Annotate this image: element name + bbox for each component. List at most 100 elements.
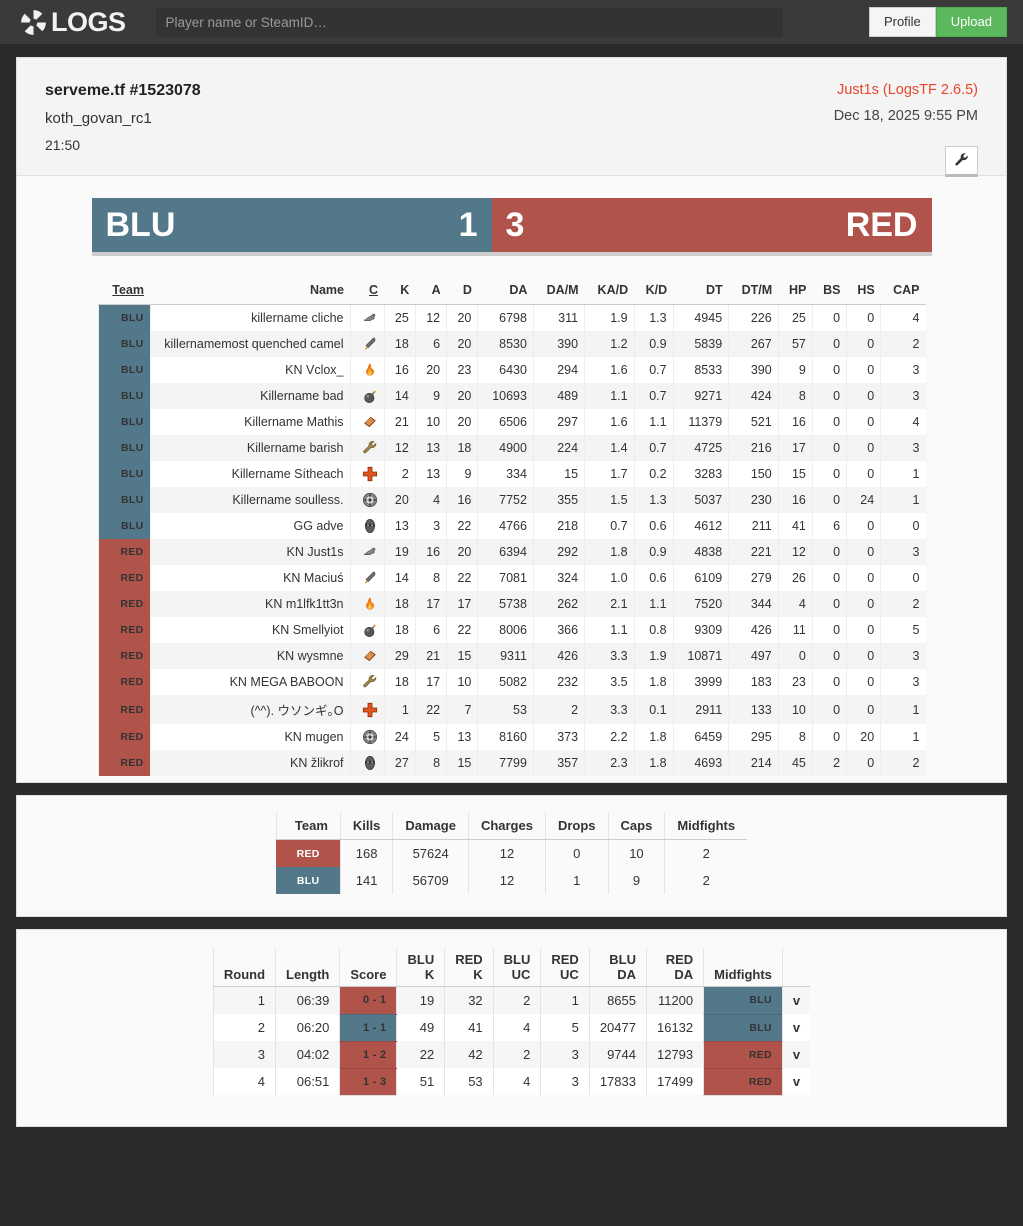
- totals-charges: 12: [467, 867, 546, 894]
- player-name[interactable]: (^^). ウソンギ｡O: [149, 695, 350, 724]
- player-name[interactable]: KN mugen: [149, 724, 350, 750]
- logs-brand-logo[interactable]: LOGS: [20, 8, 126, 36]
- col-header-a[interactable]: A: [415, 278, 447, 305]
- player-row[interactable]: RED KN žlikrof 27 8 15 7799 357 2.3 1.8 4693 214 45…: [97, 750, 926, 776]
- player-name[interactable]: KN Maciuś: [149, 565, 350, 591]
- player-backstabs: 0: [811, 591, 847, 617]
- player-caps: 1: [880, 461, 926, 487]
- col-header-name[interactable]: Name: [150, 278, 350, 305]
- rounds-col-blu-uc: BLU UC: [492, 948, 541, 987]
- col-header-k[interactable]: K: [384, 278, 416, 305]
- player-assists: 12: [414, 304, 447, 331]
- round-red-damage: 11200: [645, 986, 704, 1014]
- player-name[interactable]: Killername bad: [149, 383, 350, 409]
- col-header-team[interactable]: Team: [98, 278, 150, 305]
- col-header-cap[interactable]: CAP: [880, 278, 926, 305]
- player-row[interactable]: BLU KN Vclox_ 16 20 23 6430 294 1.6 0.7 8533 390 9 0…: [97, 357, 926, 383]
- player-backstabs: 0: [811, 435, 847, 461]
- col-header-da[interactable]: DA: [477, 278, 534, 305]
- player-damage: 9311: [477, 643, 534, 669]
- player-name[interactable]: Killername barish: [149, 435, 350, 461]
- player-dt-per-min: 279: [728, 565, 779, 591]
- player-row[interactable]: BLU Killername barish 12 13 18 4900 224 1.4 0.7 4…: [97, 435, 926, 461]
- player-name[interactable]: KN Vclox_: [149, 357, 350, 383]
- player-row[interactable]: BLU GG adve 13 3 22 4766 218 0.7 0.6 4612 211 41 6 0 0: [97, 513, 926, 539]
- player-assists: 6: [414, 331, 447, 357]
- player-name[interactable]: Killername Sítheach: [149, 461, 350, 487]
- player-backstabs: 0: [811, 357, 847, 383]
- player-heals-received: 45: [777, 750, 813, 776]
- col-header-hs[interactable]: HS: [846, 278, 881, 305]
- player-row[interactable]: BLU Killername Sítheach 2 13 9 334 15 1.7 0.2 328…: [97, 461, 926, 487]
- player-ka-d: 1.2: [584, 331, 635, 357]
- player-name[interactable]: KN MEGA BABOON: [149, 669, 350, 695]
- col-header-dt[interactable]: DT: [673, 278, 729, 305]
- round-expand-chevron-icon[interactable]: v: [781, 986, 811, 1014]
- player-row[interactable]: RED KN wysmne 29 21 15 9311 426 3.3 1.9 10871 497 0…: [97, 643, 926, 669]
- round-row[interactable]: 2 06:20 1 - 1 49 41 4 5 20477 16132 BLU v: [212, 1014, 811, 1042]
- player-damage-taken: 4838: [672, 539, 729, 565]
- rounds-panel: Round Length Score BLU K RED K BLU UC RED UC…: [16, 929, 1007, 1127]
- player-row[interactable]: RED KN mugen 24 5 13 8160 373 2.2 1.8 6459 295 8 0 20…: [97, 724, 926, 750]
- round-red-kills: 32: [444, 986, 494, 1014]
- col-header-kd[interactable]: K/D: [634, 278, 674, 305]
- settings-wrench-button[interactable]: [945, 146, 978, 177]
- player-row[interactable]: RED KN Just1s 19 16 20 6394 292 1.8 0.9 4838 221 12…: [97, 539, 926, 565]
- player-name[interactable]: GG adve: [149, 513, 350, 539]
- player-name[interactable]: Killername Mathis: [149, 409, 350, 435]
- player-kills: 27: [383, 750, 416, 776]
- player-kills: 25: [383, 304, 416, 331]
- player-heals-received: 57: [777, 331, 813, 357]
- player-name[interactable]: KN m1lfk1tt3n: [149, 591, 350, 617]
- col-header-class[interactable]: C: [350, 278, 384, 305]
- player-headshots: 0: [846, 357, 881, 383]
- player-row[interactable]: BLU killernamemost quenched camel 18 6 20 853…: [97, 331, 926, 357]
- profile-button[interactable]: Profile: [868, 7, 936, 37]
- player-dt-per-min: 267: [728, 331, 779, 357]
- player-name[interactable]: killername cliche: [149, 304, 350, 331]
- player-k-d: 0.1: [633, 695, 674, 724]
- player-ka-d: 1.4: [584, 435, 635, 461]
- player-name[interactable]: killernamemost quenched camel: [149, 331, 350, 357]
- player-damage: 7752: [477, 487, 534, 513]
- logs-pinwheel-icon: [20, 9, 47, 36]
- col-header-dtm[interactable]: DT/M: [728, 278, 779, 305]
- search-input[interactable]: [155, 7, 783, 37]
- player-deaths: 20: [446, 383, 478, 409]
- player-row[interactable]: BLU Killername soulless. 20 4 16 7752 355 1.5 1.…: [97, 487, 926, 513]
- player-row[interactable]: BLU Killername bad 14 9 20 10693 489 1.1 0.7 9271…: [97, 383, 926, 409]
- log-uploader-link[interactable]: Just1s (LogsTF 2.6.5): [836, 82, 978, 98]
- player-row[interactable]: RED KN MEGA BABOON 18 17 10 5082 232 3.5 1.8 3999…: [97, 669, 926, 695]
- player-damage-per-min: 324: [532, 565, 585, 591]
- player-name[interactable]: Killername soulless.: [149, 487, 350, 513]
- round-expand-chevron-icon[interactable]: v: [781, 1068, 811, 1095]
- player-row[interactable]: RED KN Smellyiot 18 6 22 8006 366 1.1 0.8 9309 426…: [97, 617, 926, 643]
- col-header-dam[interactable]: DA/M: [533, 278, 585, 305]
- player-class-icon-soldier: [349, 331, 384, 357]
- player-row[interactable]: RED KN Maciuś 14 8 22 7081 324 1.0 0.6 6109 279 26 0…: [97, 565, 926, 591]
- player-row[interactable]: RED KN m1lfk1tt3n 18 17 17 5738 262 2.1 1.1 7520 3…: [97, 591, 926, 617]
- col-header-d[interactable]: D: [446, 278, 478, 305]
- round-row[interactable]: 4 06:51 1 - 3 51 53 4 3 17833 17499 RED v: [212, 1068, 811, 1096]
- player-name[interactable]: KN Just1s: [149, 539, 350, 565]
- player-row[interactable]: BLU killername cliche 25 12 20 6798 311 1.9 1.3 4…: [97, 304, 926, 331]
- player-dt-per-min: 344: [728, 591, 779, 617]
- player-row[interactable]: RED (^^). ウソンギ｡O 1 22 7 53 2 3.3 0.1 2911 133 10 0 0 1: [97, 695, 926, 724]
- col-header-bs[interactable]: BS: [812, 278, 847, 305]
- player-name[interactable]: KN wysmne: [149, 643, 350, 669]
- col-header-kad[interactable]: KA/D: [584, 278, 635, 305]
- player-ka-d: 0.7: [584, 513, 635, 539]
- rounds-head: Round Length Score BLU K RED K BLU UC RED UC…: [212, 948, 811, 987]
- round-row[interactable]: 3 04:02 1 - 2 22 42 2 3 9744 12793 RED v: [212, 1041, 811, 1069]
- round-score: 0 - 1: [339, 986, 397, 1015]
- player-name[interactable]: KN Smellyiot: [149, 617, 350, 643]
- totals-midfights: 2: [664, 867, 748, 894]
- upload-button[interactable]: Upload: [935, 7, 1007, 37]
- round-expand-chevron-icon[interactable]: v: [781, 1041, 811, 1068]
- round-row[interactable]: 1 06:39 0 - 1 19 32 2 1 8655 11200 BLU v: [212, 986, 811, 1015]
- col-header-hp[interactable]: HP: [778, 278, 813, 305]
- player-deaths: 10: [446, 669, 478, 695]
- player-name[interactable]: KN žlikrof: [149, 750, 350, 776]
- player-row[interactable]: BLU Killername Mathis 21 10 20 6506 297 1.6 1.1 1…: [97, 409, 926, 435]
- round-expand-chevron-icon[interactable]: v: [781, 1014, 811, 1041]
